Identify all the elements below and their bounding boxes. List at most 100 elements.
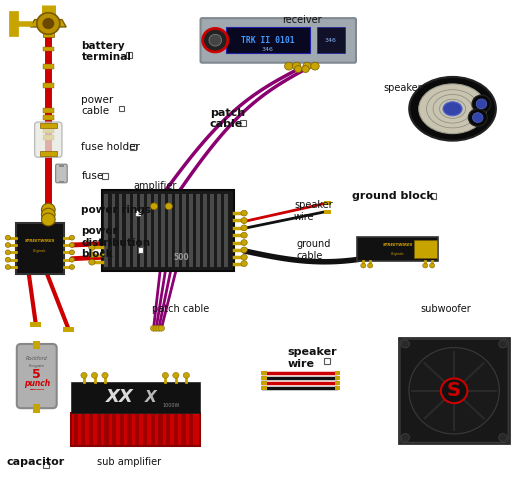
Bar [111,194,116,267]
FancyBboxPatch shape [400,339,508,442]
Bar [182,194,186,267]
Circle shape [69,235,75,240]
Bar [125,194,130,267]
Text: patch cable: patch cable [152,304,209,314]
Bar [135,210,141,216]
Circle shape [41,208,55,221]
Bar [43,64,54,69]
Circle shape [361,263,366,268]
Bar [335,376,340,380]
Circle shape [423,263,428,268]
Bar [189,194,193,267]
Circle shape [241,232,247,238]
Circle shape [368,263,373,268]
Text: XX: XX [106,389,134,407]
Circle shape [69,257,75,262]
Bar [225,194,228,267]
Bar [43,462,49,468]
Bar [335,371,340,375]
Circle shape [89,252,95,258]
Text: power rings: power rings [81,205,151,215]
Bar [43,135,54,140]
Circle shape [150,203,157,210]
Text: 1000W: 1000W [163,403,180,408]
Circle shape [5,243,10,247]
FancyBboxPatch shape [201,18,356,63]
Text: speaker
wire: speaker wire [288,347,338,368]
Bar [97,415,101,445]
Circle shape [441,378,467,403]
Text: amplifier: amplifier [134,181,177,191]
Text: fuse holder: fuse holder [81,142,140,152]
Bar [59,181,64,183]
Circle shape [302,66,309,73]
Circle shape [5,235,10,240]
Text: Originals: Originals [391,252,404,256]
Circle shape [41,203,55,216]
Text: patch
cable: patch cable [210,108,245,129]
Bar [154,194,158,267]
Bar [324,210,331,214]
Circle shape [242,219,247,224]
Bar [40,151,57,156]
Circle shape [41,213,55,226]
Circle shape [162,372,169,378]
Text: Fosgate: Fosgate [29,364,45,368]
Bar [175,194,179,267]
FancyBboxPatch shape [35,122,62,157]
Circle shape [295,66,302,73]
Bar [151,415,155,445]
Text: sub amplifier: sub amplifier [97,457,161,466]
Bar [71,413,200,446]
Circle shape [173,372,179,378]
Ellipse shape [443,102,462,116]
Circle shape [153,325,160,331]
Circle shape [468,109,487,126]
Bar [119,194,122,267]
Bar [43,115,54,120]
Circle shape [472,113,483,122]
Circle shape [476,99,487,109]
Text: S: S [447,381,461,400]
Text: Originals: Originals [33,249,47,253]
Bar [140,194,144,267]
Circle shape [401,434,410,441]
Circle shape [5,257,10,262]
Circle shape [401,340,410,348]
Circle shape [472,95,491,113]
Bar [112,415,117,445]
Circle shape [91,372,98,378]
Circle shape [150,325,156,331]
Bar [261,381,267,385]
Bar [261,371,267,375]
Circle shape [183,372,190,378]
Bar [261,386,267,390]
Bar [43,128,54,133]
Text: ground block: ground block [352,191,434,201]
Text: speaker
wire: speaker wire [294,200,333,221]
Bar [335,381,340,385]
Bar [104,415,109,445]
Bar [399,338,509,443]
Text: receiver: receiver [282,15,322,24]
Circle shape [241,218,247,223]
Bar [217,194,222,267]
Bar [211,194,214,267]
Bar [40,123,57,128]
Text: TRK II 0101: TRK II 0101 [241,36,295,45]
Text: 346: 346 [262,47,274,52]
Text: power
cable: power cable [81,95,113,116]
Bar [324,358,330,365]
Circle shape [69,265,75,270]
Bar [126,51,132,57]
Circle shape [203,28,228,52]
Circle shape [102,372,108,378]
Text: X: X [145,390,156,405]
Polygon shape [30,20,66,27]
Circle shape [499,340,507,348]
Bar [102,190,234,271]
Bar [317,27,345,53]
Circle shape [241,261,247,267]
Bar [128,415,132,445]
Bar [240,120,246,126]
